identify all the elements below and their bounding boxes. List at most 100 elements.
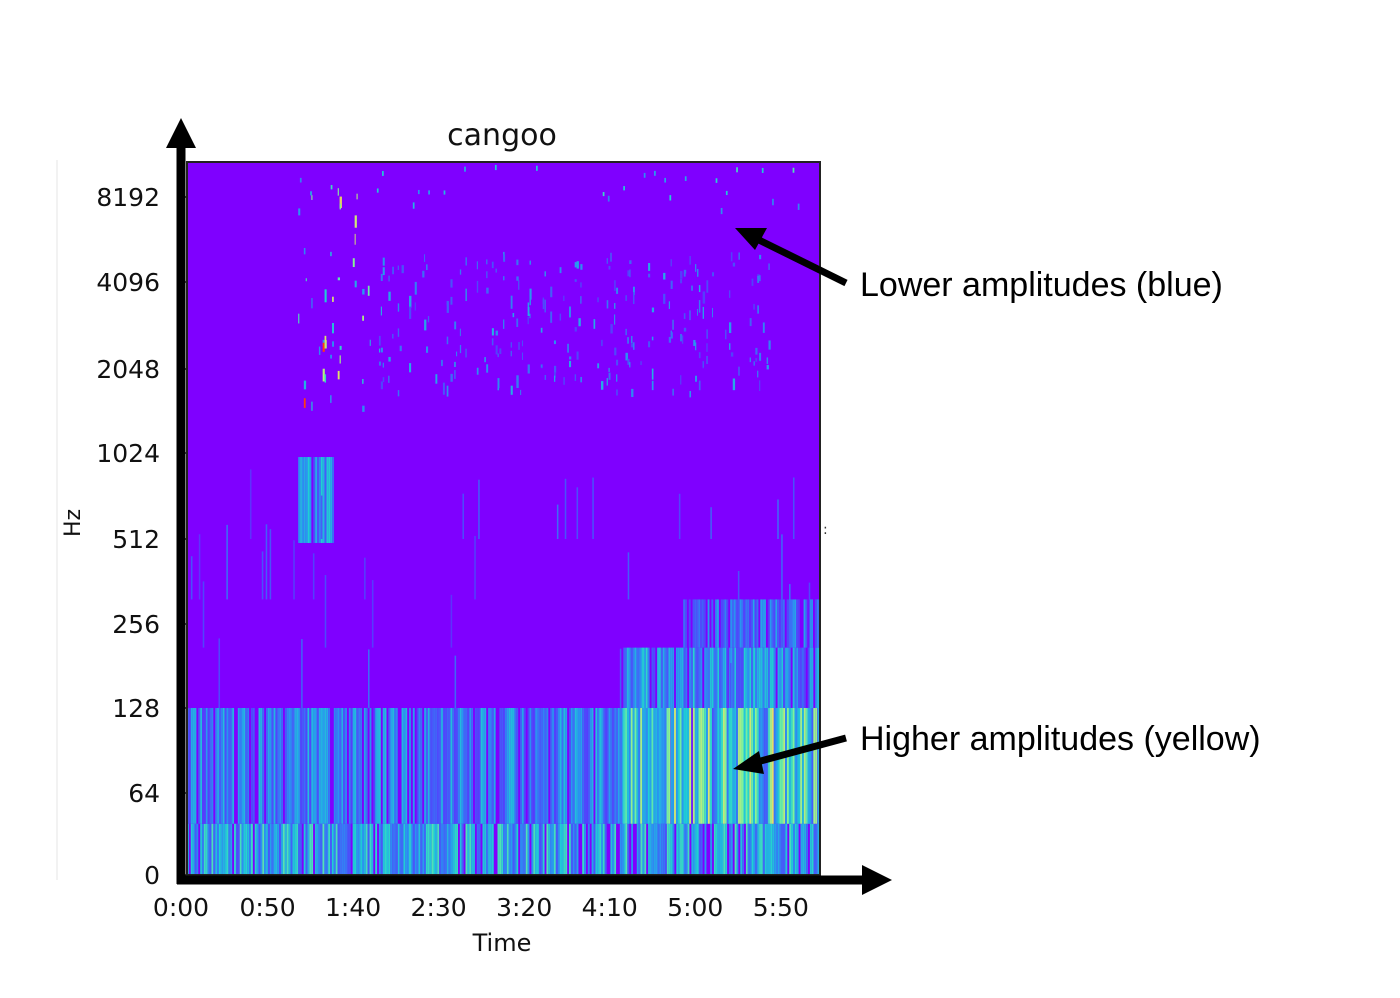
spectrogram-cell [239, 708, 242, 824]
spectrogram-cell [694, 647, 697, 709]
spectrogram-cell [190, 556, 193, 600]
spectrogram-cell [700, 708, 703, 824]
spectrogram-cell [200, 708, 203, 824]
spectrogram-cell [435, 708, 438, 824]
spectrogram-cell [343, 823, 346, 875]
spectrogram-cell [553, 365, 557, 374]
spectrogram-cell [591, 823, 594, 875]
spectrogram-cell [376, 188, 379, 193]
spectrogram-cell [473, 823, 475, 875]
spectrogram-cell [401, 708, 404, 824]
spectrogram-cell [286, 708, 289, 824]
spectrogram-cell [427, 316, 430, 323]
spectrogram-cell [363, 823, 366, 875]
spectrogram-cell [680, 334, 683, 342]
spectrogram-cell [362, 315, 364, 321]
spectrogram-cell [354, 215, 357, 228]
spectrogram-cell [529, 260, 532, 265]
spectrogram-cell [339, 823, 342, 875]
spectrogram-cell [488, 708, 490, 824]
spectrogram-cell [672, 388, 674, 396]
spectrogram-cell [531, 823, 534, 875]
spectrogram-cell [747, 823, 750, 875]
spectrogram-cell [657, 823, 660, 875]
spectrogram-cell [527, 316, 529, 325]
spectrogram-cell [531, 708, 534, 824]
spectrogram-cell [666, 647, 669, 709]
spectrogram-cell [414, 281, 417, 295]
spectrogram-cell [668, 647, 671, 709]
spectrogram-cell [320, 823, 323, 875]
spectrogram-cell [574, 374, 577, 381]
spectrogram-cell [290, 708, 293, 824]
spectrogram-cell [710, 823, 713, 875]
spectrogram-cell [392, 823, 395, 875]
spectrogram-cell [450, 373, 453, 382]
spectrogram-cell [777, 647, 780, 709]
spectrogram-cell [277, 823, 280, 875]
spectrogram-cell [561, 823, 564, 875]
spectrogram-cell [529, 296, 531, 306]
spectrogram-cell [275, 823, 278, 875]
spectrogram-cell [322, 457, 325, 543]
spectrogram-cell [728, 343, 731, 350]
spectrogram-cell [553, 375, 556, 382]
spectrogram-cell [655, 708, 658, 824]
spectrogram-cell [719, 647, 722, 709]
spectrogram-cell [636, 647, 639, 709]
spectrogram-cell [305, 457, 308, 543]
spectrogram-cell [648, 263, 651, 271]
spectrogram-cell [621, 823, 624, 875]
spectrogram-cell [614, 303, 616, 309]
spectrogram-cell [817, 708, 820, 824]
spectrogram-cell [250, 823, 253, 875]
spectrogram-cell [339, 203, 341, 210]
spectrogram-cell [781, 823, 784, 875]
spectrogram-cell [422, 270, 425, 278]
spectrogram-cell [311, 708, 314, 824]
spectrogram-cell [703, 599, 706, 648]
spectrogram-cell [762, 599, 765, 648]
spectrogram-cell [584, 823, 586, 875]
spectrogram-cell [352, 823, 355, 875]
spectrogram-cell [734, 708, 737, 824]
spectrogram-cell [668, 708, 671, 824]
spectrogram-cell [563, 295, 565, 301]
spectrogram-cell [616, 708, 618, 824]
spectrogram-cell [643, 647, 646, 709]
spectrogram-cell [719, 708, 722, 824]
spectrogram-cell [281, 708, 283, 824]
spectrogram-cell [388, 375, 390, 383]
spectrogram-cell [424, 319, 427, 331]
spectrogram-cell [465, 288, 467, 302]
spectrogram-cell [732, 378, 736, 391]
spectrogram-cell [721, 708, 723, 824]
spectrogram-cell [557, 708, 560, 824]
y-tick-label: 2048 [96, 355, 160, 384]
spectrogram-cell [815, 647, 818, 709]
spectrogram-cell [529, 288, 532, 300]
spectrogram-cell [312, 553, 315, 600]
spectrogram-cell [412, 708, 415, 824]
spectrogram-cell [339, 355, 341, 364]
spectrogram-cell [683, 823, 686, 875]
spectrogram-cell [695, 342, 697, 351]
spectrogram-cell [702, 361, 704, 369]
spectrogram-cell [736, 823, 739, 875]
spectrogram-cell [441, 708, 443, 824]
spectrogram-cell [207, 708, 210, 824]
spectrogram-cell [388, 291, 391, 301]
spectrogram-cell [439, 823, 442, 875]
spectrogram-cell [759, 352, 762, 361]
spectrogram-cell [625, 647, 628, 709]
spectrogram-cell [424, 823, 426, 875]
spectrogram-cell [412, 823, 415, 875]
spectrogram-cell [695, 375, 697, 382]
spectrogram-cell [651, 336, 654, 341]
spectrogram-cell [465, 348, 467, 358]
spectrogram-cell [783, 708, 786, 824]
y-axis-arrowhead [166, 118, 196, 148]
spectrogram-cell [373, 708, 376, 824]
spectrogram-cell [409, 823, 411, 875]
spectrogram-cell [386, 823, 389, 875]
